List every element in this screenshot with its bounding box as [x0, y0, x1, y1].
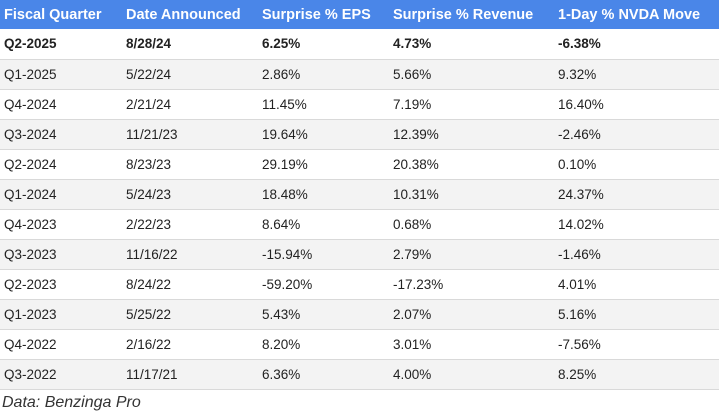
table-row: Q4-2023 2/22/23 8.64% 0.68% 14.02% — [0, 209, 719, 239]
cell-surprise-revenue: 4.00% — [393, 366, 432, 382]
cell-fiscal-quarter: Q1-2025 — [4, 66, 57, 82]
cell-nvda-move: 8.25% — [558, 366, 597, 382]
cell-surprise-revenue: -17.23% — [393, 276, 444, 292]
header-fiscal-quarter: Fiscal Quarter — [4, 6, 102, 23]
cell-surprise-eps: 11.45% — [262, 96, 307, 112]
earnings-table-container: Fiscal Quarter Date Announced Surprise %… — [0, 0, 719, 389]
table-row: Q2-2024 8/23/23 29.19% 20.38% 0.10% — [0, 149, 719, 179]
table-row: Q1-2023 5/25/22 5.43% 2.07% 5.16% — [0, 299, 719, 329]
cell-date-announced: 2/21/24 — [126, 96, 172, 112]
header-nvda-move: 1-Day % NVDA Move — [558, 6, 701, 23]
cell-nvda-move: 14.02% — [558, 216, 604, 232]
cell-fiscal-quarter: Q1-2024 — [4, 186, 57, 202]
cell-fiscal-quarter: Q3-2022 — [4, 366, 57, 382]
cell-date-announced: 2/16/22 — [126, 336, 172, 352]
cell-surprise-revenue: 0.68% — [393, 216, 432, 232]
cell-surprise-eps: 8.20% — [262, 336, 301, 352]
table-row: Q1-2024 5/24/23 18.48% 10.31% 24.37% — [0, 179, 719, 209]
cell-surprise-revenue: 12.39% — [393, 126, 439, 142]
header-surprise-eps: Surprise % EPS — [262, 6, 371, 23]
cell-surprise-eps: 18.48% — [262, 186, 308, 202]
cell-fiscal-quarter: Q4-2024 — [4, 96, 57, 112]
cell-date-announced: 5/22/24 — [126, 66, 172, 82]
cell-surprise-eps: 29.19% — [262, 156, 308, 172]
cell-surprise-revenue: 10.31% — [393, 186, 439, 202]
header-row: Fiscal Quarter Date Announced Surprise %… — [0, 0, 719, 29]
cell-surprise-revenue: 3.01% — [393, 336, 432, 352]
cell-surprise-eps: 6.36% — [262, 366, 301, 382]
cell-surprise-eps: -15.94% — [262, 246, 313, 262]
cell-nvda-move: 24.37% — [558, 186, 604, 202]
cell-date-announced: 8/23/23 — [126, 156, 172, 172]
table-body: Q2-2025 8/28/24 6.25% 4.73% -6.38% Q1-20… — [0, 29, 719, 389]
cell-surprise-eps: 19.64% — [262, 126, 308, 142]
cell-fiscal-quarter: Q2-2025 — [4, 36, 57, 52]
cell-fiscal-quarter: Q1-2023 — [4, 306, 57, 322]
table-row: Q3-2024 11/21/23 19.64% 12.39% -2.46% — [0, 119, 719, 149]
table-row: Q3-2023 11/16/22 -15.94% 2.79% -1.46% — [0, 239, 719, 269]
cell-surprise-revenue: 20.38% — [393, 156, 439, 172]
source-caption: Data: Benzinga Pro — [2, 394, 141, 411]
cell-surprise-eps: -59.20% — [262, 276, 313, 292]
cell-surprise-revenue: 7.19% — [393, 96, 432, 112]
cell-nvda-move: -7.56% — [558, 336, 601, 352]
cell-date-announced: 11/17/21 — [126, 366, 178, 382]
cell-date-announced: 8/28/24 — [126, 36, 172, 52]
cell-nvda-move: -6.38% — [558, 36, 601, 52]
cell-surprise-revenue: 2.07% — [393, 306, 432, 322]
header-surprise-revenue: Surprise % Revenue — [393, 6, 534, 23]
cell-nvda-move: 9.32% — [558, 66, 597, 82]
cell-fiscal-quarter: Q4-2022 — [4, 336, 57, 352]
cell-nvda-move: -2.46% — [558, 126, 601, 142]
table-header: Fiscal Quarter Date Announced Surprise %… — [0, 0, 719, 29]
cell-fiscal-quarter: Q2-2024 — [4, 156, 57, 172]
cell-surprise-eps: 2.86% — [262, 66, 301, 82]
cell-surprise-eps: 8.64% — [262, 216, 301, 232]
cell-surprise-revenue: 4.73% — [393, 36, 432, 52]
cell-fiscal-quarter: Q3-2024 — [4, 126, 57, 142]
table-row: Q3-2022 11/17/21 6.36% 4.00% 8.25% — [0, 359, 719, 389]
cell-date-announced: 11/21/23 — [126, 126, 178, 142]
header-date-announced: Date Announced — [126, 6, 241, 23]
table-row: Q2-2023 8/24/22 -59.20% -17.23% 4.01% — [0, 269, 719, 299]
cell-fiscal-quarter: Q3-2023 — [4, 246, 57, 262]
cell-surprise-eps: 5.43% — [262, 306, 301, 322]
cell-nvda-move: 0.10% — [558, 156, 597, 172]
table-row: Q4-2022 2/16/22 8.20% 3.01% -7.56% — [0, 329, 719, 359]
table-row: Q2-2025 8/28/24 6.25% 4.73% -6.38% — [0, 29, 719, 59]
cell-surprise-eps: 6.25% — [262, 36, 301, 52]
cell-date-announced: 11/16/22 — [126, 246, 178, 262]
cell-nvda-move: 4.01% — [558, 276, 597, 292]
cell-surprise-revenue: 5.66% — [393, 66, 432, 82]
cell-nvda-move: -1.46% — [558, 246, 601, 262]
cell-surprise-revenue: 2.79% — [393, 246, 432, 262]
cell-fiscal-quarter: Q2-2023 — [4, 276, 57, 292]
cell-date-announced: 5/25/22 — [126, 306, 172, 322]
cell-fiscal-quarter: Q4-2023 — [4, 216, 57, 232]
cell-date-announced: 2/22/23 — [126, 216, 172, 232]
cell-nvda-move: 5.16% — [558, 306, 597, 322]
cell-date-announced: 5/24/23 — [126, 186, 172, 202]
table-row: Q4-2024 2/21/24 11.45% 7.19% 16.40% — [0, 89, 719, 119]
cell-date-announced: 8/24/22 — [126, 276, 172, 292]
earnings-table: Fiscal Quarter Date Announced Surprise %… — [0, 0, 719, 389]
cell-nvda-move: 16.40% — [558, 96, 604, 112]
table-row: Q1-2025 5/22/24 2.86% 5.66% 9.32% — [0, 59, 719, 89]
